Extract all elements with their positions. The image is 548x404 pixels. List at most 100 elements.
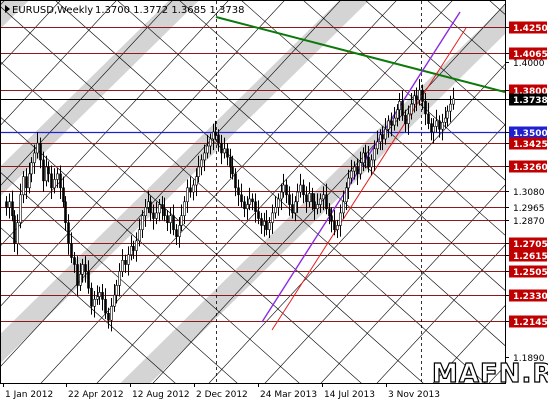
candle-body	[118, 271, 121, 286]
candle-body	[398, 101, 401, 111]
candle-body	[291, 204, 294, 214]
candle-body	[147, 201, 150, 208]
candle-body	[390, 120, 393, 126]
candle-body	[115, 285, 118, 296]
candle-body	[449, 103, 452, 112]
candle-body	[257, 211, 260, 219]
candle-body	[81, 264, 84, 275]
price-badge-label: 1.3738	[513, 96, 548, 106]
shade-band	[1, 1, 369, 363]
price-tick-label: 1.3080	[513, 188, 545, 198]
candle-body	[231, 166, 234, 175]
candle-body	[101, 292, 104, 300]
price-badge-label: 1.4250	[513, 24, 548, 34]
candle-body	[84, 264, 87, 272]
candle-body	[333, 220, 336, 230]
candle-body	[64, 201, 67, 223]
candle-body	[180, 215, 183, 226]
candle-body	[319, 198, 322, 205]
candle-body	[96, 296, 99, 300]
time-tick-label: 22 Apr 2012	[68, 390, 124, 400]
time-axis: 1 Jan 2012 22 Apr 2012 12 Aug 2012 2 Dec 20…	[3, 383, 440, 400]
candle-body	[212, 131, 215, 140]
candle-body	[410, 103, 413, 115]
price-badge-label: 1.2615	[513, 252, 548, 262]
candle-body	[274, 207, 277, 214]
candle-body	[401, 101, 404, 116]
candle-body	[214, 131, 217, 136]
candle-body	[209, 138, 212, 147]
candle-body	[432, 126, 435, 133]
price-badge	[509, 265, 547, 278]
candle-body	[248, 198, 251, 205]
candle-body	[175, 229, 178, 237]
green-trend-line	[215, 16, 505, 93]
candle-body	[446, 110, 449, 119]
grid-down-line	[303, 1, 505, 181]
candle-body	[13, 215, 16, 244]
price-badge	[509, 137, 547, 150]
candle-body	[73, 257, 76, 265]
candle-body	[47, 166, 50, 175]
candle-body	[178, 225, 181, 237]
candle-body	[441, 121, 444, 130]
candle-body	[452, 98, 455, 105]
candle-body	[367, 156, 370, 168]
candle-body	[359, 162, 362, 175]
candle-body	[76, 264, 79, 286]
candle-body	[305, 194, 308, 203]
candle-body	[87, 271, 90, 289]
candle-body	[421, 89, 424, 102]
candle-body	[110, 306, 113, 321]
candle-body	[79, 273, 82, 286]
time-tick-label: 12 Aug 2012	[132, 390, 190, 400]
grid-up-line	[432, 305, 505, 383]
candle-body	[166, 215, 169, 223]
price-badge-label: 1.2505	[513, 268, 548, 278]
candle-body	[299, 184, 302, 193]
candle-body	[285, 184, 288, 196]
candle-body	[121, 260, 124, 272]
candle-body	[345, 187, 348, 203]
candle-body	[56, 173, 59, 180]
candle-body	[427, 113, 430, 124]
candle-body	[282, 184, 285, 193]
candle-body	[138, 229, 141, 242]
grid-down-line	[427, 1, 505, 70]
candle-body	[220, 142, 223, 154]
candle-body	[234, 173, 237, 189]
candle-body	[186, 187, 189, 203]
candle-body	[158, 204, 161, 214]
candle-body	[288, 194, 291, 205]
candle-body	[98, 292, 101, 297]
time-tick-label: 3 Nov 2013	[388, 390, 440, 400]
chart-header: EURUSD,Weekly 1.3700 1.3772 1.3685 1.373…	[5, 5, 245, 16]
time-tick-label: 1 Jan 2012	[5, 390, 53, 400]
candle-body	[424, 101, 427, 115]
candle-body	[200, 159, 203, 168]
candle-body	[393, 117, 396, 126]
candle-body	[8, 201, 11, 208]
candle-body	[240, 194, 243, 203]
candle-body	[195, 176, 198, 186]
symbol-title: EURUSD,Weekly	[12, 5, 93, 16]
ohlc-readout: 1.3700 1.3772 1.3685 1.3738	[95, 5, 245, 16]
candle-body	[19, 194, 22, 223]
price-badge-label: 1.3425	[513, 140, 548, 150]
candle-body	[155, 212, 158, 219]
candle-body	[124, 260, 127, 265]
candle-body	[243, 201, 246, 210]
candle-body	[70, 243, 73, 258]
candle-body	[5, 201, 8, 208]
price-badge	[509, 289, 547, 302]
candle-body	[415, 95, 418, 101]
candle-body	[206, 145, 209, 154]
candle-body	[127, 254, 130, 265]
grid-up-line	[1, 1, 173, 186]
candle-body	[376, 141, 379, 150]
candle-body	[296, 191, 299, 203]
candle-body	[192, 184, 195, 193]
candle-body	[217, 134, 220, 144]
price-badge	[509, 126, 547, 139]
